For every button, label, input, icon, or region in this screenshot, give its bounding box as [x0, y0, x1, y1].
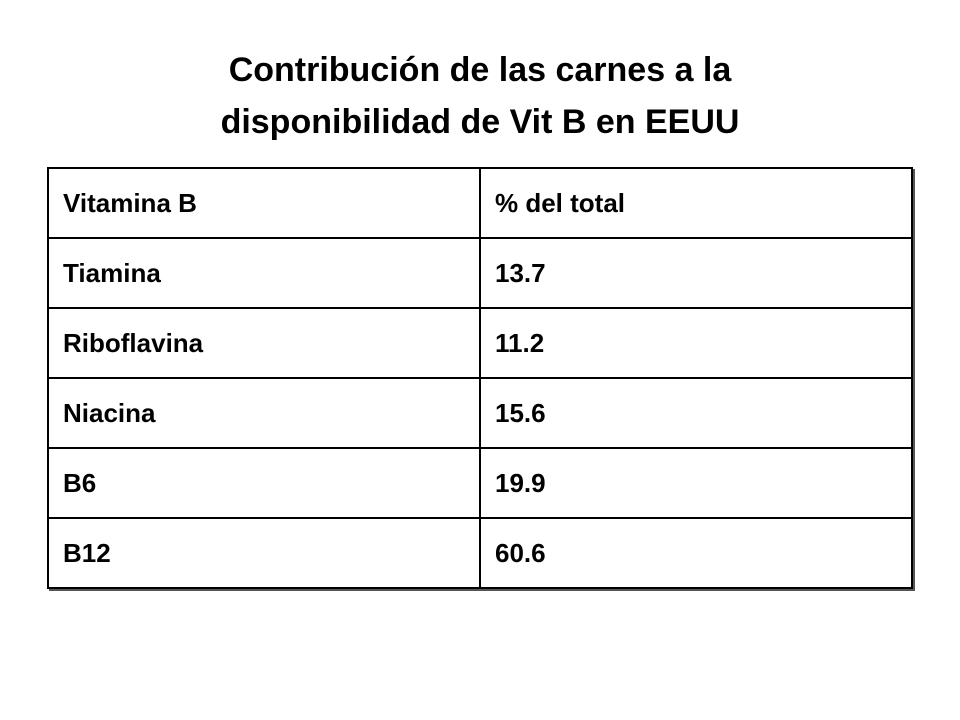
table-cell: 19.9: [479, 447, 913, 519]
title-line: Contribución de las carnes a la: [228, 51, 732, 89]
table-cell: 15.6: [479, 377, 913, 449]
header-row: Vitamina B% del total: [47, 167, 913, 239]
table-cell: B12: [47, 517, 481, 589]
table-cell: Niacina: [47, 377, 481, 449]
table-row: Tiamina 13.7: [47, 237, 913, 309]
table-cell: 13.7: [479, 237, 913, 309]
table-row: Riboflavina 11.2: [47, 307, 913, 379]
table-cell: 60.6: [479, 517, 913, 589]
table-cell: Tiamina: [47, 237, 481, 309]
table-cell: Riboflavina: [47, 307, 481, 379]
data-table: Vitamina B% del total Tiamina 13.7 Riboflav…: [47, 167, 913, 589]
table-row: Niacina 15.6: [47, 377, 913, 449]
header-cell: Vitamina B: [47, 167, 481, 239]
table-row: B6 19.9: [47, 447, 913, 519]
header-cell: % del total: [479, 167, 913, 239]
table-cell: 11.2: [479, 307, 913, 379]
title-line: disponibilidad de Vit B en EEUU: [220, 103, 740, 141]
table-cell: B6: [47, 447, 481, 519]
slide-title: Contribución de las carnes a la disponibi…: [0, 44, 960, 148]
table-row: B12 60.6: [47, 517, 913, 589]
